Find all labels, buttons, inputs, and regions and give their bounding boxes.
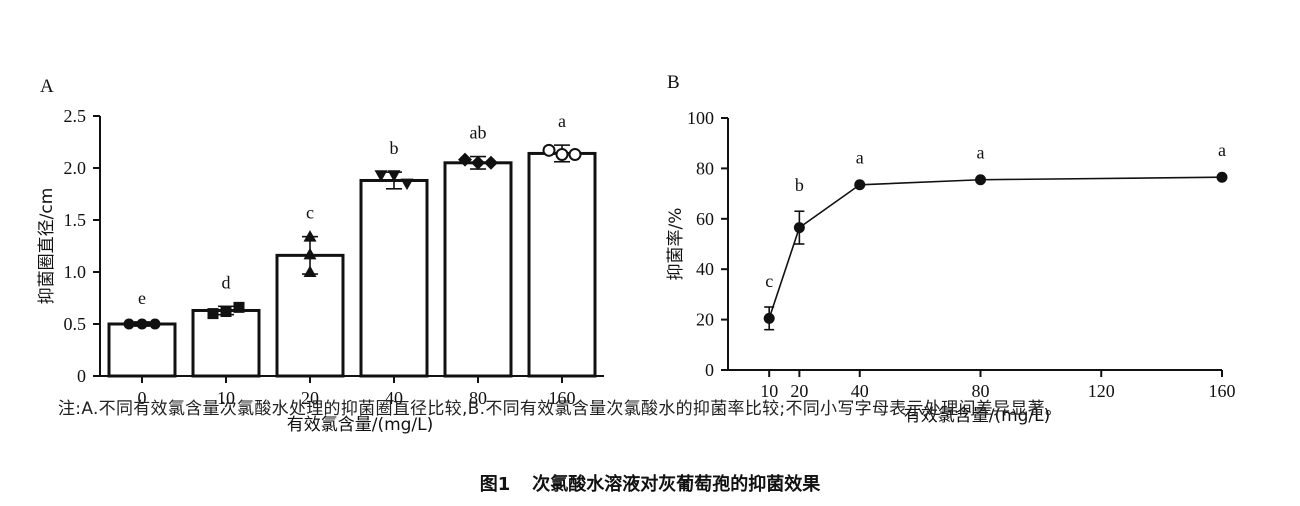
bar (443, 161, 513, 378)
series-line (768, 176, 1223, 319)
replicate-point (471, 155, 485, 170)
bar (527, 151, 597, 378)
data-point (854, 179, 866, 191)
significance-label: c (306, 203, 314, 223)
y-tick-label-b: 60 (696, 209, 714, 229)
x-tick-label-a: 40 (385, 388, 403, 408)
x-tick-label-a: 80 (469, 388, 487, 408)
significance-label: ab (470, 123, 487, 143)
replicate-point (233, 301, 245, 313)
y-tick-label-b: 100 (687, 108, 714, 128)
x-tick-label-a: 160 (549, 388, 576, 408)
y-tick-label-b: 0 (705, 360, 714, 380)
panel-label-a: A (40, 76, 54, 97)
significance-label: c (765, 271, 773, 291)
y-axis-label-b: 抑菌率/% (666, 208, 686, 281)
replicate-point (484, 155, 498, 170)
y-tick-label-b: 20 (696, 310, 714, 330)
replicate-point (387, 170, 401, 182)
x-tick-label-a: 20 (301, 388, 319, 408)
y-tick-label-b: 80 (696, 158, 714, 178)
significance-label: d (222, 272, 231, 292)
y-axis-label-a: 抑菌圈直径/cm (37, 188, 57, 305)
replicate-point (542, 143, 556, 157)
x-tick-label-a: 10 (217, 388, 235, 408)
replicate-point (568, 147, 582, 161)
panel-label-b: B (667, 72, 680, 93)
y-tick-label-a: 2.5 (64, 106, 87, 126)
bar (359, 178, 429, 378)
replicate-point (123, 318, 135, 330)
replicate-point (136, 318, 148, 330)
x-tick-label-b: 80 (972, 381, 990, 401)
chart-b: B 抑菌率/% 有效氯含量/(mg/L) 0 20 40 60 80 100 10 20 40 8… (666, 72, 1236, 426)
data-point (763, 312, 775, 324)
significance-label: a (856, 148, 864, 168)
replicate-point (458, 152, 472, 167)
significance-label: b (795, 175, 804, 195)
significance-label: a (558, 111, 566, 131)
replicate-point (220, 306, 232, 318)
replicate-point (303, 247, 317, 260)
significance-label: e (138, 288, 146, 308)
x-tick-label-b: 10 (760, 381, 778, 401)
replicate-point (207, 308, 219, 320)
y-tick-label-a: 1.0 (64, 262, 87, 282)
x-tick-label-b: 160 (1209, 381, 1236, 401)
x-axis-label-b: 有效氯含量/(mg/L) (904, 406, 1051, 426)
data-point (793, 222, 805, 234)
y-tick-label-b: 40 (696, 259, 714, 279)
replicate-point (303, 230, 317, 242)
significance-label: b (390, 138, 399, 158)
y-tick-label-a: 2.0 (64, 158, 87, 178)
x-tick-label-a: 0 (138, 388, 147, 408)
replicate-point (374, 170, 388, 182)
x-axis-label-a: 有效氯含量/(mg/L) (287, 415, 434, 435)
bar (191, 308, 261, 378)
y-tick-label-a: 1.5 (64, 210, 87, 230)
chart-a: A 抑菌圈直径/cm 有效氯含量/(mg/L) 0 0.5 1.0 1.5 2.0 2.5… (37, 76, 604, 435)
replicate-point (400, 178, 414, 191)
significance-label: a (1218, 140, 1226, 160)
replicate-point (303, 265, 317, 277)
data-point (1216, 171, 1228, 183)
figure-title: 次氯酸水溶液对灰葡萄孢的抑菌效果 (532, 474, 821, 495)
replicate-point (555, 147, 569, 161)
x-tick-label-b: 40 (851, 381, 869, 401)
y-tick-label-a: 0 (77, 366, 86, 386)
replicate-point (149, 318, 161, 330)
figure-caption: 图1 次氯酸水溶液对灰葡萄孢的抑菌效果 (0, 470, 1300, 496)
significance-label: a (977, 142, 985, 162)
x-tick-label-b: 120 (1088, 381, 1115, 401)
y-tick-label-a: 0.5 (64, 314, 87, 334)
x-tick-label-b: 20 (790, 381, 808, 401)
figure-number: 图1 (479, 474, 511, 495)
bar (107, 322, 177, 378)
figure-note: 注:A.不同有效氯含量次氯酸水处理的抑菌圈直径比较,B.不同有效氯含量次氯酸水的… (58, 399, 1063, 419)
data-point (975, 174, 986, 186)
